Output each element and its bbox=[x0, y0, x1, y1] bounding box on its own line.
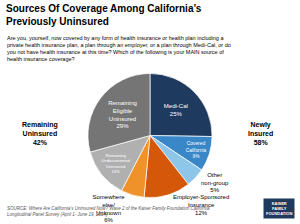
svg-text:RemainingUndocumentedUninsured: RemainingUndocumentedUninsured13% bbox=[101, 153, 130, 175]
svg-text:CoveredCalifornia9%: CoveredCalifornia9% bbox=[186, 141, 207, 159]
svg-text:SOURCE: Where Are California’s: SOURCE: Where Are California’s Uninsured… bbox=[7, 206, 210, 217]
svg-text:Somewhereelse/Unknown6%: Somewhereelse/Unknown6% bbox=[92, 194, 125, 223]
svg-text:NewlyInsured58%: NewlyInsured58% bbox=[248, 121, 273, 146]
svg-text:RemainingEligibleUninsured29%: RemainingEligibleUninsured29% bbox=[108, 100, 137, 129]
svg-text:Medi-Cal25%: Medi-Cal25% bbox=[164, 103, 188, 117]
svg-text:Employer-SponsoredInsurance12%: Employer-SponsoredInsurance12% bbox=[173, 194, 229, 216]
svg-text:Are you, yourself, now covered: Are you, yourself, now covered by any fo… bbox=[7, 35, 231, 62]
svg-text:Sources Of Coverage Among Cali: Sources Of Coverage Among California’sPr… bbox=[6, 3, 202, 27]
svg-text:KAISERFAMILYFOUNDATION: KAISERFAMILYFOUNDATION bbox=[266, 201, 292, 216]
svg-text:Othernon-group5%: Othernon-group5% bbox=[201, 172, 229, 194]
svg-text:RemainingUninsured42%: RemainingUninsured42% bbox=[22, 121, 58, 146]
